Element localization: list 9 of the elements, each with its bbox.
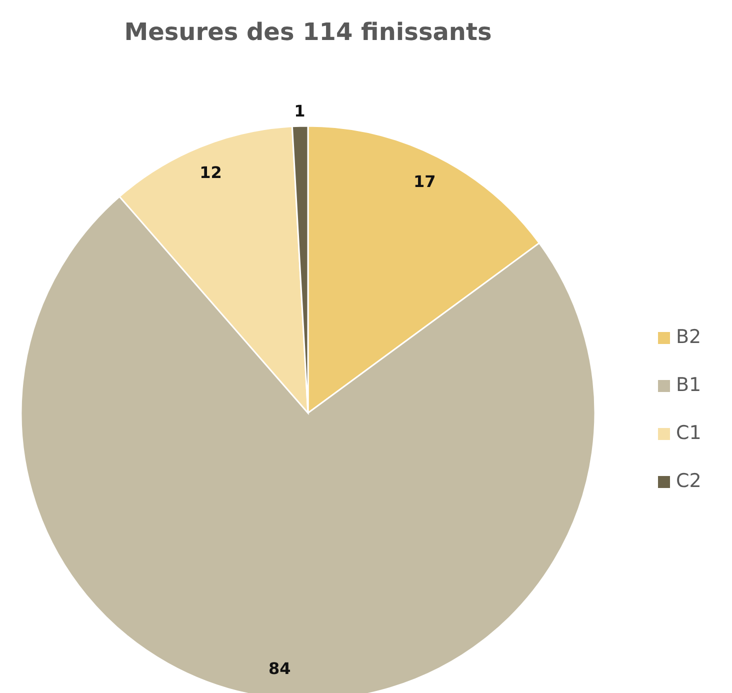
legend-label: C2 (676, 470, 702, 492)
legend-label: B2 (676, 326, 702, 348)
data-label: 12 (200, 163, 222, 182)
legend-label: C1 (676, 422, 702, 444)
data-label: 1 (294, 101, 306, 120)
legend-label: B1 (676, 374, 702, 396)
data-label: 84 (268, 659, 291, 678)
chart-title: Mesures des 114 finissants (124, 18, 492, 46)
data-label: 17 (414, 172, 436, 191)
